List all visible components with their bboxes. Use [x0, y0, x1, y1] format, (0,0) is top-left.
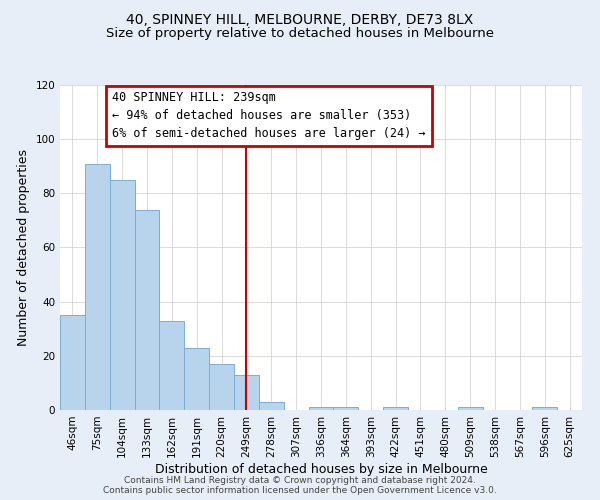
Bar	[85, 164, 110, 410]
Bar	[209, 364, 234, 410]
Bar	[234, 375, 259, 410]
Text: Contains public sector information licensed under the Open Government Licence v3: Contains public sector information licen…	[103, 486, 497, 495]
Text: 40 SPINNEY HILL: 239sqm
← 94% of detached houses are smaller (353)
6% of semi-de: 40 SPINNEY HILL: 239sqm ← 94% of detache…	[112, 92, 426, 140]
Bar	[383, 408, 408, 410]
Text: Contains HM Land Registry data © Crown copyright and database right 2024.: Contains HM Land Registry data © Crown c…	[124, 476, 476, 485]
Text: Size of property relative to detached houses in Melbourne: Size of property relative to detached ho…	[106, 28, 494, 40]
Text: 40, SPINNEY HILL, MELBOURNE, DERBY, DE73 8LX: 40, SPINNEY HILL, MELBOURNE, DERBY, DE73…	[127, 12, 473, 26]
Bar	[308, 408, 334, 410]
Bar	[184, 348, 209, 410]
Bar	[334, 408, 358, 410]
Bar	[160, 320, 184, 410]
X-axis label: Distribution of detached houses by size in Melbourne: Distribution of detached houses by size …	[155, 462, 487, 475]
Y-axis label: Number of detached properties: Number of detached properties	[17, 149, 30, 346]
Bar	[134, 210, 160, 410]
Bar	[259, 402, 284, 410]
Bar	[110, 180, 134, 410]
Bar	[60, 315, 85, 410]
Bar	[458, 408, 482, 410]
Bar	[532, 408, 557, 410]
